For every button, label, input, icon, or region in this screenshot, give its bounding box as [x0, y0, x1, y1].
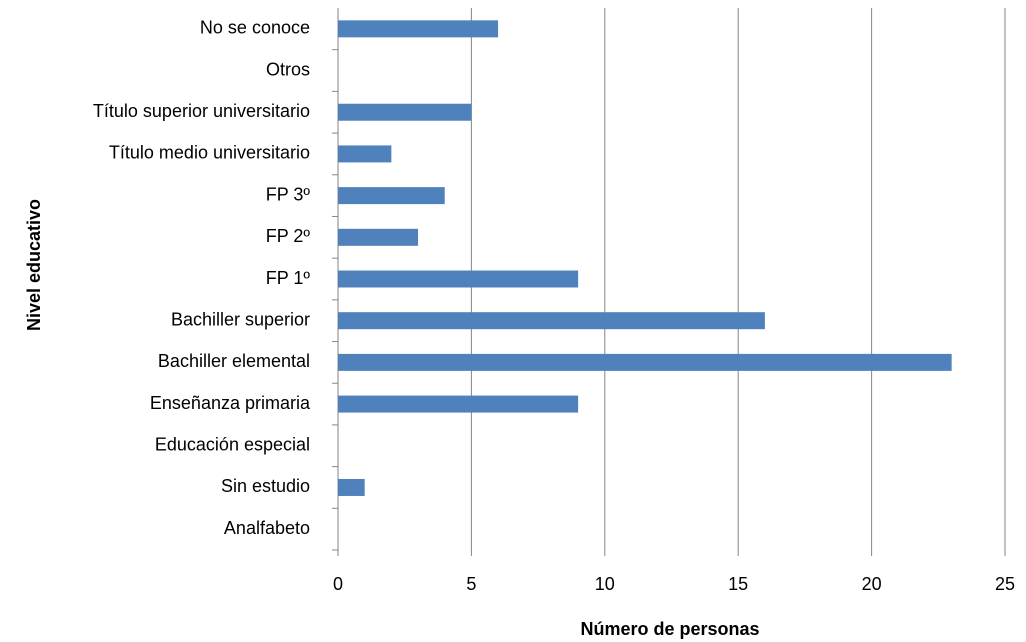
y-tick-label: FP 1º [266, 268, 311, 288]
y-tick-label: FP 3º [266, 184, 311, 204]
y-tick-label: Educación especial [155, 435, 310, 455]
x-tick-label: 5 [466, 574, 476, 594]
bar [338, 103, 472, 121]
y-tick-label: Sin estudio [221, 476, 310, 496]
x-axis-label: Número de personas [580, 619, 759, 639]
bar [338, 353, 952, 371]
bar [338, 478, 365, 496]
y-tick-label: Enseñanza primaria [150, 393, 311, 413]
x-tick-label: 20 [862, 574, 882, 594]
y-tick-label: FP 2º [266, 226, 311, 246]
y-tick-label: Bachiller superior [171, 309, 310, 329]
y-tick-label: Título medio universitario [109, 143, 310, 163]
x-tick-label: 0 [333, 574, 343, 594]
bar [338, 20, 499, 38]
y-tick-label: Otros [266, 59, 310, 79]
y-tick-label: No se conoce [200, 18, 310, 38]
bar [338, 228, 419, 246]
y-tick-label: Título superior universitario [93, 101, 310, 121]
x-tick-label: 10 [595, 574, 615, 594]
bar [338, 187, 445, 205]
y-tick-label: Analfabeto [224, 518, 310, 538]
bar [338, 312, 765, 330]
bar [338, 395, 579, 413]
y-tick-label: Bachiller elemental [158, 351, 310, 371]
bar [338, 145, 392, 163]
x-tick-label: 25 [995, 574, 1015, 594]
bar [338, 270, 579, 288]
x-tick-label: 15 [728, 574, 748, 594]
y-axis-label: Nivel educativo [24, 199, 44, 331]
